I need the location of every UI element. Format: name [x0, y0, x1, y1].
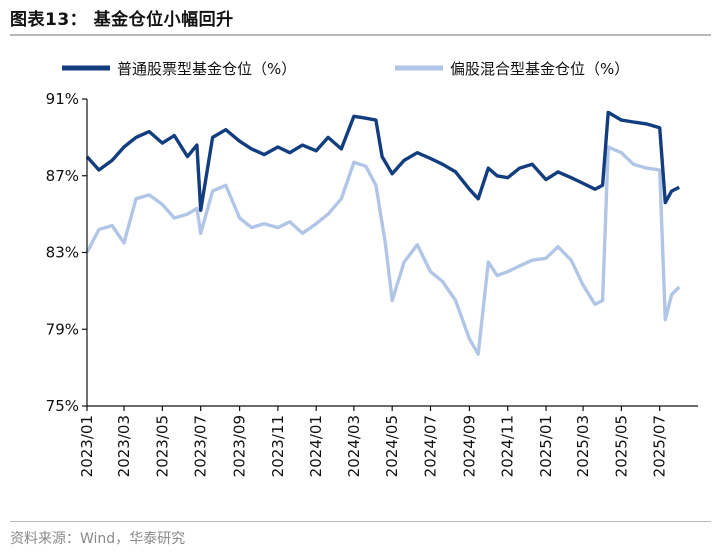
x-tick-label: 2023/11	[269, 415, 287, 477]
y-tick-label: 75%	[46, 397, 79, 415]
y-tick-label: 79%	[46, 320, 79, 338]
x-tick-label: 2024/07	[422, 415, 440, 477]
x-tick-label: 2023/01	[78, 415, 96, 477]
legend-label-1: 普通股票型基金仓位（%）	[117, 60, 296, 78]
x-tick-label: 2023/09	[231, 415, 249, 477]
x-tick-label: 2024/09	[460, 415, 478, 477]
series-layer	[85, 110, 681, 356]
x-tick-label: 2025/01	[537, 415, 555, 477]
y-tick-label: 87%	[46, 167, 79, 185]
source-note: 资料来源：Wind，华泰研究	[10, 531, 186, 547]
x-tick-label: 2023/03	[115, 415, 133, 477]
legend-label-2: 偏股混合型基金仓位（%）	[450, 60, 629, 78]
series-line-1	[85, 110, 680, 213]
series-line-2	[85, 145, 681, 356]
chart-title: 图表13： 基金仓位小幅回升	[10, 10, 234, 30]
x-tick-label: 2023/07	[192, 415, 210, 477]
chart-axes: 75% 79% 83% 87% 91% 2023/01 2023/03 2023/05 2023…	[46, 90, 698, 477]
x-tick-label: 2024/05	[383, 415, 401, 477]
x-tick-label: 2025/07	[651, 415, 669, 477]
y-tick-label: 91%	[46, 90, 79, 108]
y-tick-label: 83%	[46, 244, 79, 262]
x-tick-label: 2025/05	[612, 415, 630, 477]
x-tick-label: 2023/05	[153, 415, 171, 477]
x-tick-label: 2024/03	[345, 415, 363, 477]
chart-legend: 普通股票型基金仓位（%） 偏股混合型基金仓位（%）	[62, 60, 629, 78]
source-divider	[10, 521, 711, 522]
x-tick-label: 2024/11	[499, 415, 517, 477]
x-tick-label: 2025/03	[574, 415, 592, 477]
title-divider	[10, 34, 711, 36]
x-tick-label: 2024/01	[307, 415, 325, 477]
